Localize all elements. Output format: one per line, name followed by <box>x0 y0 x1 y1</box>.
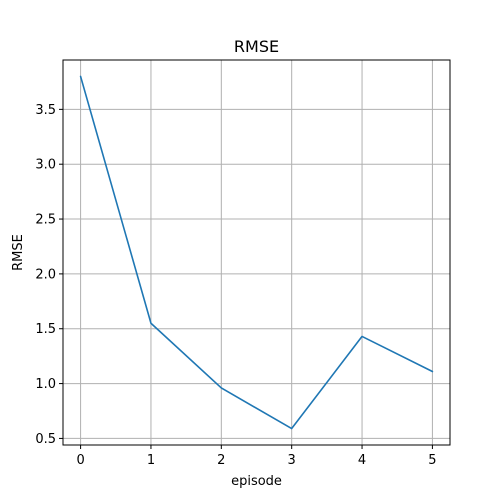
x-tick-label: 1 <box>147 453 155 468</box>
y-tick-label: 2.0 <box>35 267 56 282</box>
y-tick-label: 2.5 <box>35 213 56 228</box>
y-tick-label: 1.5 <box>35 322 56 337</box>
series-lines <box>79 75 434 430</box>
chart-title: RMSE <box>234 37 279 56</box>
y-tick-label: 0.5 <box>35 432 56 447</box>
plot-area-frame <box>62 59 451 446</box>
x-axis-label: episode <box>231 474 282 489</box>
x-tick-label: 3 <box>288 453 296 468</box>
x-tick-label: 5 <box>428 453 436 468</box>
x-tick-label: 0 <box>76 453 84 468</box>
y-tick-label: 3.0 <box>35 158 56 173</box>
y-tick-label: 1.0 <box>35 377 56 392</box>
x-tick-label: 4 <box>358 453 366 468</box>
y-axis-label: RMSE <box>11 234 26 271</box>
axis-ticks: 0 1 2 3 4 5 0.5 1.0 1.5 2.0 2.5 3.0 3.5 <box>35 103 436 468</box>
x-tick-label: 2 <box>217 453 225 468</box>
grid <box>63 60 450 445</box>
series-line <box>79 75 434 430</box>
y-tick-label: 3.5 <box>35 103 56 118</box>
